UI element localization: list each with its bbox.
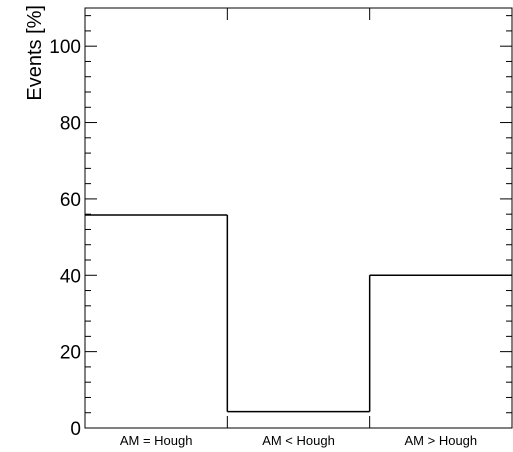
x-category-label: AM = Hough bbox=[120, 433, 193, 448]
plot-frame bbox=[84, 7, 513, 429]
y-tick-label: 100 bbox=[49, 37, 81, 58]
y-tick-label: 80 bbox=[60, 114, 81, 135]
y-axis-title: Events [%] bbox=[24, 5, 46, 101]
x-category-label: AM > Hough bbox=[405, 433, 478, 448]
x-category-label: AM < Hough bbox=[262, 433, 335, 448]
y-tick-label: 0 bbox=[70, 419, 81, 440]
y-tick-label: 40 bbox=[60, 266, 81, 287]
axes-group bbox=[84, 7, 513, 429]
y-tick-label: 60 bbox=[60, 190, 81, 211]
y-tick-label: 20 bbox=[60, 343, 81, 364]
bars-group bbox=[85, 214, 512, 413]
labels-group: 0 20 40 60 80 100 AM = Hough AM < Hough AM > Hou… bbox=[49, 37, 477, 448]
